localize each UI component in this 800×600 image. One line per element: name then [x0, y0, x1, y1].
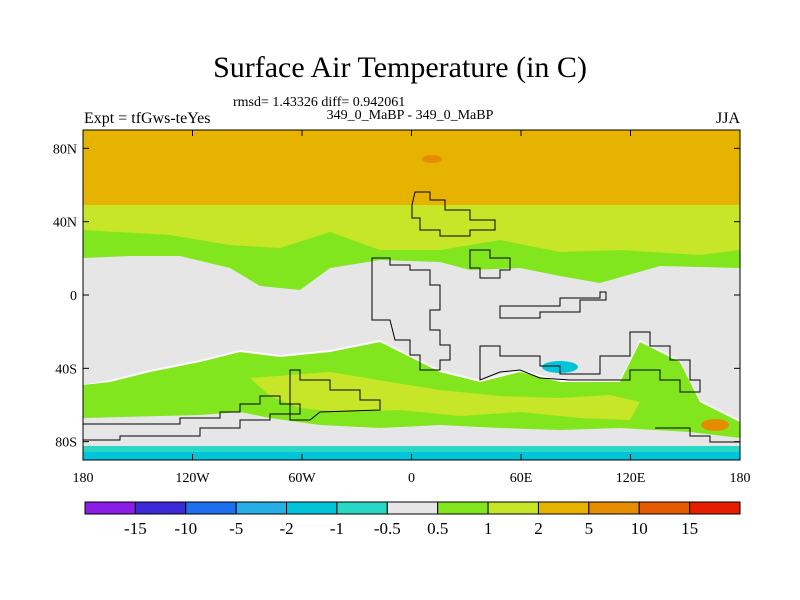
- field-antarctic-warm-patch: [701, 419, 729, 431]
- colorbar-level-label: -0.5: [374, 519, 401, 538]
- colorbar-level-label: 1: [484, 519, 493, 538]
- colorbar-swatch: [537, 501, 590, 515]
- colorbar-level-label: -15: [124, 519, 147, 538]
- land-outlines: [83, 191, 740, 443]
- outline-south-america: [289, 369, 381, 421]
- outline-antarctic-coast-west: [83, 395, 301, 441]
- lon-tick-label: 60W: [288, 471, 316, 486]
- experiment-label: Expt = tfGws-teYes: [84, 110, 211, 127]
- colorbar-level-label: 10: [631, 519, 648, 538]
- lat-tick-label: 40N: [53, 216, 77, 231]
- colorbar-swatch: [689, 501, 741, 515]
- colorbar-swatch: [487, 501, 539, 515]
- lon-tick-label: 180: [73, 471, 94, 486]
- lat-tick-label: 80N: [53, 142, 77, 157]
- outline-europe: [411, 191, 496, 237]
- lon-tick-label: 0: [408, 471, 415, 486]
- map-field: [83, 130, 740, 460]
- colorbar-level-label: 15: [681, 519, 698, 538]
- field-tropics: [83, 256, 740, 420]
- season-label: JJA: [715, 110, 740, 127]
- outline-asia: [469, 249, 511, 279]
- colorbar-swatch: [286, 501, 338, 515]
- outline-southeast-asia: [499, 291, 607, 319]
- colorbar-swatch: [588, 501, 640, 515]
- rmsd-diff-stats: rmsd= 1.43326 diff= 0.942061: [233, 95, 406, 110]
- colorbar-swatch: [134, 501, 187, 515]
- longitude-axis: 180 120W 60W 0 60E 120E 180: [73, 130, 751, 486]
- lon-tick-label: 180: [730, 471, 751, 486]
- latitude-axis: 80N 40N 0 40S 80S: [53, 142, 740, 451]
- lat-tick-label: 0: [70, 289, 77, 304]
- field-south-yellow: [250, 372, 640, 420]
- colorbar-level-label: 0.5: [427, 519, 448, 538]
- outline-africa-americas: [371, 257, 451, 371]
- colorbar-swatch: [386, 501, 439, 515]
- outline-australia-antarctic: [479, 331, 701, 393]
- lon-tick-label: 120W: [175, 471, 210, 486]
- colorbar-level-label: 5: [585, 519, 594, 538]
- comparison-label: 349_0_MaBP - 349_0_MaBP: [326, 108, 494, 123]
- colorbar-swatch: [84, 501, 136, 515]
- colorbar-swatch: [437, 501, 489, 515]
- field-north-green: [83, 230, 740, 292]
- colorbar-swatch: [235, 501, 288, 515]
- colorbar: -15 -10 -5 -2 -1 -0.5 0.5 1 2 5 10 15: [84, 501, 741, 538]
- colorbar-level-label: -2: [279, 519, 293, 538]
- colorbar-swatch: [185, 501, 237, 515]
- colorbar-level-label: 2: [534, 519, 543, 538]
- lon-tick-label: 60E: [510, 471, 533, 486]
- colorbar-level-label: -1: [330, 519, 344, 538]
- map-title: Surface Air Temperature (in C): [213, 51, 587, 84]
- outline-antarctic-coast-east: [655, 427, 740, 443]
- lat-tick-label: 80S: [55, 436, 77, 451]
- colorbar-swatch: [336, 501, 388, 515]
- colorbar-level-label: -10: [174, 519, 197, 538]
- lat-tick-label: 40S: [55, 362, 77, 377]
- field-north-polar: [83, 130, 740, 190]
- lon-tick-label: 120E: [616, 471, 646, 486]
- colorbar-swatch: [638, 501, 691, 515]
- colorbar-level-label: -5: [229, 519, 243, 538]
- field-arctic-warm-patch: [422, 155, 442, 163]
